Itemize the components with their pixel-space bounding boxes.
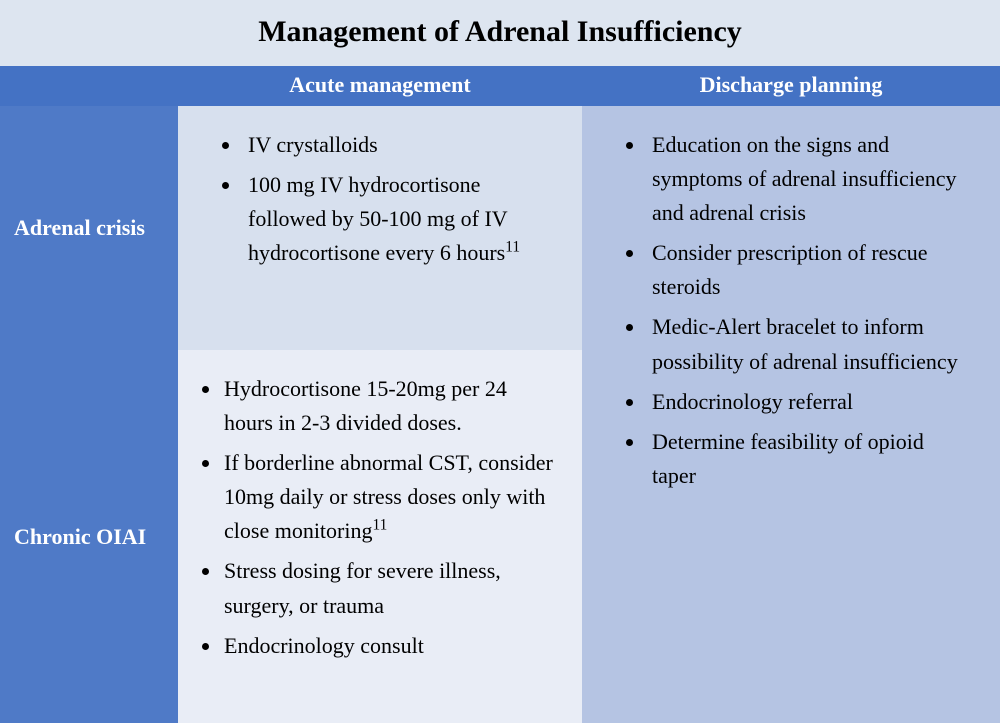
header-corner [0,66,178,106]
list-item: Determine feasibility of opioid taper [646,425,972,493]
list-adrenal-crisis-acute: IV crystalloids 100 mg IV hydrocortisone … [200,128,554,270]
table-title: Management of Adrenal Insufficiency [0,0,1000,66]
management-table: Management of Adrenal Insufficiency Acut… [0,0,1000,723]
cell-discharge-planning: Education on the signs and symptoms of a… [582,106,1000,723]
list-item: IV crystalloids [242,128,554,162]
list-chronic-oiai-acute: Hydrocortisone 15-20mg per 24 hours in 2… [200,372,554,663]
list-item: Endocrinology referral [646,385,972,419]
list-item: Medic-Alert bracelet to inform possibili… [646,310,972,378]
table: Management of Adrenal Insufficiency Acut… [0,0,1000,723]
header-discharge: Discharge planning [582,66,1000,106]
header-acute: Acute management [178,66,582,106]
list-discharge: Education on the signs and symptoms of a… [604,128,972,493]
list-item: Education on the signs and symptoms of a… [646,128,972,230]
row-label-chronic-oiai: Chronic OIAI [0,350,178,723]
row-label-adrenal-crisis: Adrenal crisis [0,106,178,350]
list-item: Hydrocortisone 15-20mg per 24 hours in 2… [222,372,554,440]
list-item: Endocrinology consult [222,629,554,663]
list-item: Stress dosing for severe illness, surger… [222,554,554,622]
cell-adrenal-crisis-acute: IV crystalloids 100 mg IV hydrocortisone … [178,106,582,350]
list-item: If borderline abnormal CST, consider 10m… [222,446,554,548]
cell-chronic-oiai-acute: Hydrocortisone 15-20mg per 24 hours in 2… [178,350,582,723]
citation-superscript: 11 [505,239,520,256]
citation-superscript: 11 [372,517,387,534]
list-item: 100 mg IV hydrocortisone followed by 50-… [242,168,554,270]
list-item: Consider prescription of rescue steroids [646,236,972,304]
